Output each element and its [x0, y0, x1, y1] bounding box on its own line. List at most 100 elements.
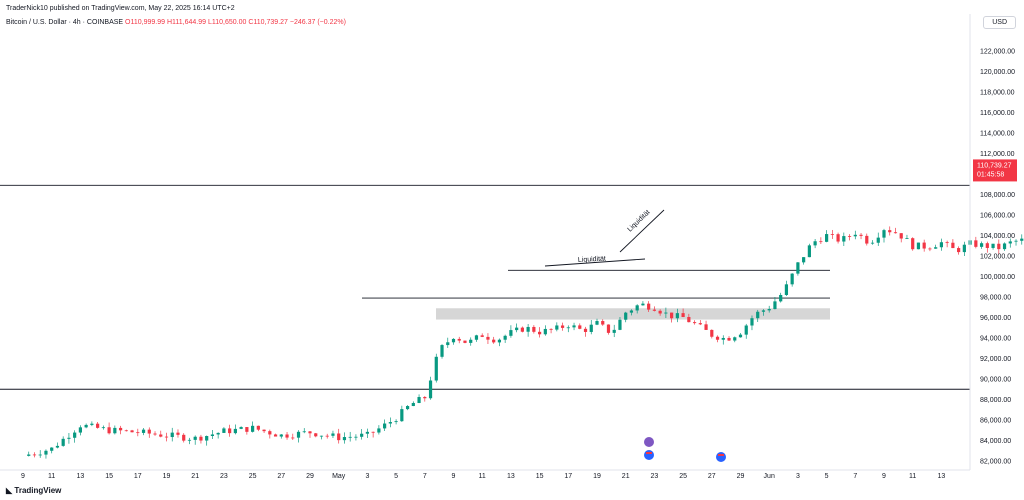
- current-price-label: 110,739.27 01:45:58: [973, 159, 1017, 182]
- y-tick-label: 102,000.00: [980, 254, 1015, 261]
- candle-body: [205, 436, 209, 441]
- candle-body: [945, 242, 949, 244]
- candle-body: [710, 329, 714, 337]
- x-tick-label: 5: [394, 473, 398, 480]
- candle-body: [314, 433, 318, 437]
- liquidity-line-lower: [544, 258, 646, 267]
- candle-body: [273, 434, 278, 437]
- x-tick-label: 5: [825, 473, 829, 480]
- candle-body: [101, 427, 105, 429]
- candle-body: [951, 242, 955, 249]
- candle-body: [124, 430, 128, 432]
- candle-body: [893, 232, 898, 234]
- candle-body: [715, 336, 720, 340]
- candle-body: [566, 327, 570, 329]
- tradingview-logo[interactable]: ◣ TradingView: [6, 486, 61, 495]
- candle-body: [423, 397, 427, 399]
- candle-body: [446, 342, 450, 346]
- candle-body: [176, 432, 180, 435]
- event-icon-us-flag-1[interactable]: [644, 450, 654, 460]
- candle-body: [629, 310, 634, 313]
- candle-body: [325, 435, 329, 437]
- candle-body: [32, 454, 37, 456]
- candle-body: [457, 338, 461, 341]
- candle-body: [773, 301, 777, 310]
- candle-body: [73, 432, 77, 438]
- candle-body: [997, 243, 1001, 250]
- candle-body: [308, 431, 312, 434]
- candle-body: [251, 425, 255, 432]
- candle-body: [957, 248, 961, 253]
- candle-body: [744, 325, 748, 335]
- x-tick-label: 17: [564, 473, 572, 480]
- candle-body: [354, 436, 358, 438]
- y-tick-label: 104,000.00: [980, 233, 1015, 240]
- zones: [436, 308, 830, 320]
- currency-button[interactable]: USD: [983, 16, 1016, 29]
- tradingview-logo-icon: ◣: [6, 486, 13, 495]
- annotation-liquidity-2: Liquidität: [627, 209, 652, 234]
- ohlc-change: −246.37 (−0.22%): [289, 19, 346, 26]
- candle-body: [337, 433, 341, 441]
- candle-body: [113, 427, 117, 434]
- candle-body: [78, 427, 82, 433]
- event-icon-us-flag-2[interactable]: [716, 452, 726, 462]
- candle-body: [624, 312, 628, 320]
- candle-body: [371, 431, 375, 433]
- liquidity-line-upper: [619, 209, 665, 253]
- candle-body: [296, 431, 301, 438]
- candle-body: [96, 423, 100, 428]
- candle-body: [153, 433, 157, 435]
- ohlc-low: L110,650.00: [207, 19, 247, 26]
- y-tick-label: 112,000.00: [980, 151, 1015, 158]
- candle-body: [647, 303, 651, 310]
- candle-body: [692, 322, 697, 324]
- horizontal-lines: [0, 184, 970, 390]
- candle-body: [1014, 240, 1018, 242]
- candle-body: [319, 435, 324, 437]
- candle-body: [411, 402, 415, 407]
- candle-body: [813, 241, 817, 246]
- candle-body: [916, 242, 921, 250]
- publisher-line: TraderNick10 published on TradingView.co…: [6, 5, 235, 12]
- candle-body: [555, 325, 559, 330]
- x-tick-label: 11: [909, 473, 916, 480]
- candle-body: [922, 242, 926, 249]
- event-icons: [644, 437, 726, 462]
- candle-body: [836, 234, 840, 242]
- demand-zone: [436, 308, 830, 320]
- candle-body: [428, 380, 433, 399]
- candle-body: [497, 339, 502, 343]
- candle-body: [899, 233, 903, 239]
- candle-body: [193, 436, 197, 440]
- x-tick-label: 25: [249, 473, 257, 480]
- event-icon-crypto[interactable]: [644, 437, 654, 447]
- y-tick-label: 120,000.00: [980, 69, 1015, 76]
- candle-body: [50, 447, 54, 451]
- candle-body: [509, 330, 513, 336]
- x-tick-label: 17: [134, 473, 142, 480]
- candle-body: [159, 434, 163, 437]
- candle-body: [67, 437, 71, 439]
- x-tick-label: 13: [938, 473, 946, 480]
- candle-body: [830, 234, 834, 235]
- candle-body: [538, 331, 542, 335]
- candle-body: [928, 248, 932, 250]
- candle-body: [1002, 243, 1007, 250]
- candle-body: [526, 326, 530, 332]
- candle-body: [262, 429, 266, 432]
- y-tick-label: 116,000.00: [980, 110, 1015, 117]
- candle-body: [882, 230, 886, 238]
- candle-body: [796, 262, 800, 274]
- candle-body: [38, 454, 42, 456]
- candle-body: [790, 273, 794, 285]
- candle-body: [578, 325, 582, 329]
- candle-body: [721, 337, 725, 340]
- x-tick-label: 7: [423, 473, 427, 480]
- candle-body: [704, 324, 708, 330]
- candle-body: [405, 406, 410, 410]
- candle-body: [1020, 238, 1024, 241]
- candle-body: [905, 238, 909, 239]
- y-tick-label: 88,000.00: [980, 397, 1011, 404]
